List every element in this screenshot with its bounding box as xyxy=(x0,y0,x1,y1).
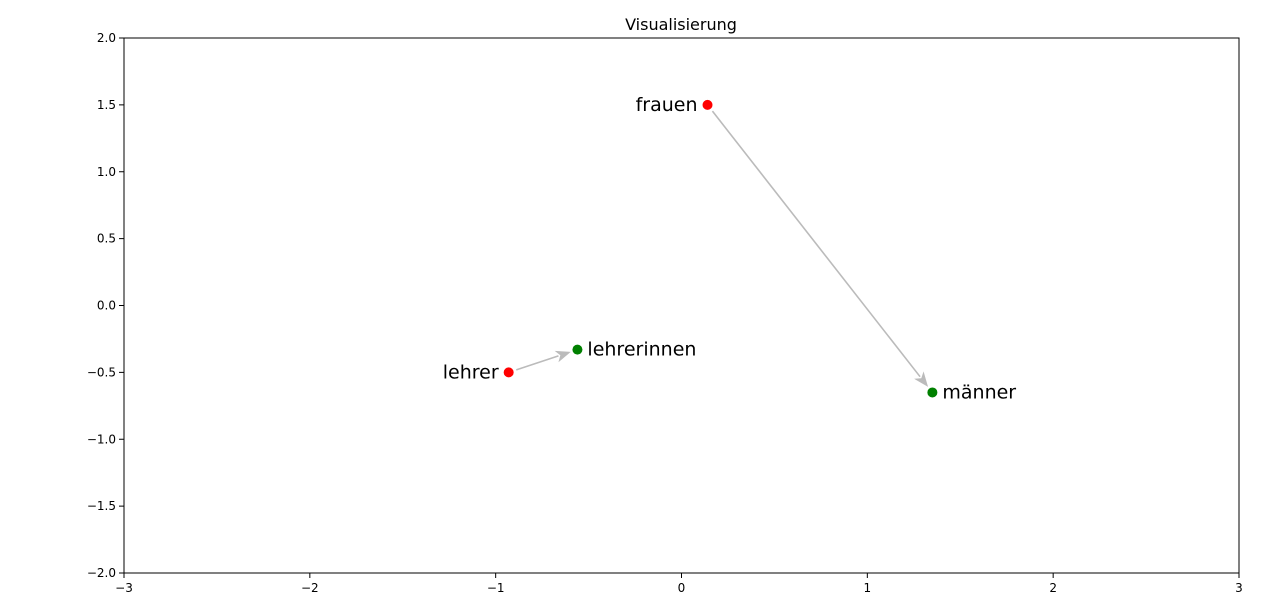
x-tick-label: −3 xyxy=(115,581,133,595)
y-tick-label: −1.0 xyxy=(87,432,116,446)
point-label: männer xyxy=(942,381,1016,403)
data-point xyxy=(572,344,583,355)
y-tick-label: −2.0 xyxy=(87,566,116,580)
y-tick-label: 2.0 xyxy=(97,31,116,45)
arrow-head xyxy=(554,350,571,363)
x-tick-label: 1 xyxy=(864,581,872,595)
arrows-layer xyxy=(516,110,929,387)
y-tick-label: 1.5 xyxy=(97,98,116,112)
x-tick-label: 0 xyxy=(678,581,686,595)
x-axis: −3 −2 −1 0 1 2 3 xyxy=(115,573,1243,595)
arrow-shaft xyxy=(711,110,921,378)
data-point xyxy=(927,387,938,398)
y-tick-label: −1.5 xyxy=(87,499,116,513)
y-tick-label: 0.0 xyxy=(97,299,116,313)
arrow xyxy=(516,350,571,371)
x-tick-label: −1 xyxy=(487,581,505,595)
arrow xyxy=(711,110,929,387)
y-axis: −2.0 −1.5 −1.0 −0.5 0.0 0.5 1.0 1.5 2.0 xyxy=(87,31,124,580)
point-label: frauen xyxy=(636,94,698,116)
chart-title: Visualisierung xyxy=(625,15,737,34)
data-point xyxy=(702,99,713,110)
point-label: lehrerinnen xyxy=(587,339,696,361)
x-tick-label: −2 xyxy=(301,581,319,595)
y-tick-label: −0.5 xyxy=(87,365,116,379)
plot-area-frame xyxy=(123,37,1240,574)
arrow-shaft xyxy=(516,355,559,371)
labels-layer: lehrer lehrerinnen frauen männer xyxy=(443,94,1017,404)
point-label: lehrer xyxy=(443,361,499,383)
x-tick-label: 3 xyxy=(1235,581,1243,595)
y-tick-label: 0.5 xyxy=(97,232,116,246)
points-layer xyxy=(503,99,938,398)
arrow-head xyxy=(914,371,929,387)
y-tick-label: 1.0 xyxy=(97,165,116,179)
x-tick-label: 2 xyxy=(1049,581,1057,595)
data-point xyxy=(503,367,514,378)
